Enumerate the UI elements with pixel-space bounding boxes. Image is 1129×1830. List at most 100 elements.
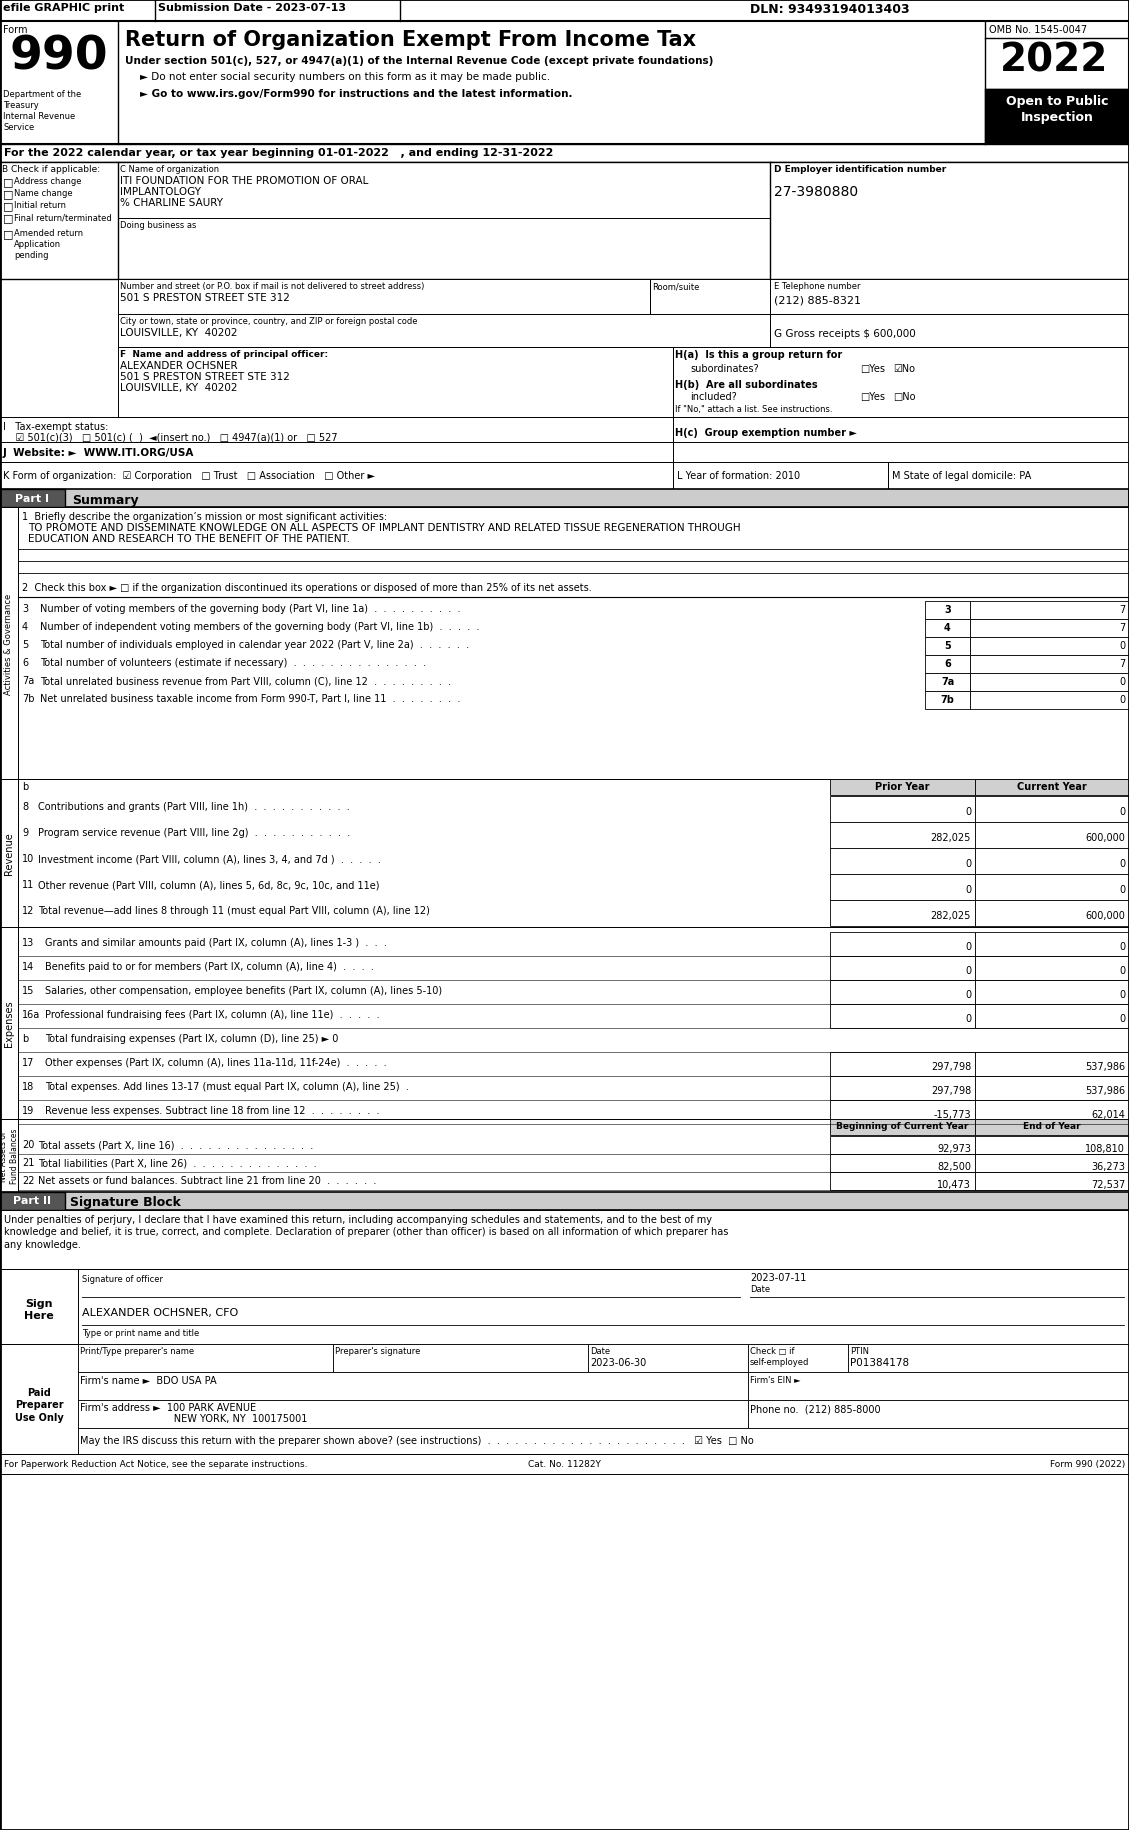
Text: □: □: [3, 188, 14, 199]
Text: Submission Date - 2023-07-13: Submission Date - 2023-07-13: [158, 4, 345, 13]
Text: 0: 0: [1119, 966, 1124, 975]
Text: 62,014: 62,014: [1091, 1109, 1124, 1120]
Text: Net Assets or
Fund Balances: Net Assets or Fund Balances: [0, 1127, 19, 1184]
Text: Preparer's signature: Preparer's signature: [335, 1347, 420, 1356]
Text: NEW YORK, NY  100175001: NEW YORK, NY 100175001: [80, 1413, 307, 1424]
Text: ► Do not enter social security numbers on this form as it may be made public.: ► Do not enter social security numbers o…: [140, 71, 550, 82]
Text: b: b: [21, 781, 28, 792]
Text: Total assets (Part X, line 16)  .  .  .  .  .  .  .  .  .  .  .  .  .  .  .: Total assets (Part X, line 16) . . . . .…: [38, 1140, 313, 1149]
Bar: [18, 928, 1129, 1120]
Text: Type or print name and title: Type or print name and title: [82, 1329, 199, 1338]
Text: Total revenue—add lines 8 through 11 (must equal Part VIII, column (A), line 12): Total revenue—add lines 8 through 11 (mu…: [38, 906, 430, 915]
Text: Address change: Address change: [14, 178, 81, 187]
Text: I   Tax-exempt status:: I Tax-exempt status:: [3, 421, 108, 432]
Bar: [18, 507, 1129, 780]
Text: 15: 15: [21, 986, 34, 996]
Text: 72,537: 72,537: [1091, 1179, 1124, 1190]
Text: ALEXANDER OCHSNER: ALEXANDER OCHSNER: [120, 361, 237, 371]
Text: 36,273: 36,273: [1091, 1162, 1124, 1171]
Text: 297,798: 297,798: [930, 1061, 971, 1071]
Text: Prior Year: Prior Year: [875, 781, 930, 792]
Text: Total liabilities (Part X, line 26)  .  .  .  .  .  .  .  .  .  .  .  .  .  .: Total liabilities (Part X, line 26) . . …: [38, 1157, 316, 1168]
Bar: [770, 280, 1129, 315]
Bar: [830, 1136, 975, 1155]
Text: 0: 0: [965, 807, 971, 816]
Text: 501 S PRESTON STREET STE 312: 501 S PRESTON STREET STE 312: [120, 293, 290, 302]
Text: Number of voting members of the governing body (Part VI, line 1a)  .  .  .  .  .: Number of voting members of the governin…: [40, 604, 461, 613]
Text: Final return/terminated: Final return/terminated: [14, 212, 112, 221]
Bar: [925, 602, 970, 620]
Text: ALEXANDER OCHSNER, CFO: ALEXANDER OCHSNER, CFO: [82, 1307, 238, 1318]
Text: H(a)  Is this a group return for: H(a) Is this a group return for: [675, 350, 842, 361]
Bar: [0, 163, 1129, 280]
Text: Other revenue (Part VIII, column (A), lines 5, 6d, 8c, 9c, 10c, and 11e): Other revenue (Part VIII, column (A), li…: [38, 880, 379, 889]
Bar: [830, 1005, 975, 1028]
Text: 501 S PRESTON STREET STE 312: 501 S PRESTON STREET STE 312: [120, 371, 290, 382]
Text: 7: 7: [1119, 622, 1124, 633]
Bar: [975, 1052, 1129, 1076]
Text: 2022: 2022: [1000, 40, 1109, 79]
Bar: [673, 463, 889, 490]
Text: ☑No: ☑No: [893, 364, 914, 373]
Bar: [0, 928, 18, 1120]
Bar: [975, 1100, 1129, 1124]
Text: Number and street (or P.O. box if mail is not delivered to street address): Number and street (or P.O. box if mail i…: [120, 282, 425, 291]
Bar: [830, 780, 975, 796]
Bar: [830, 1173, 975, 1190]
Text: Net assets or fund balances. Subtract line 21 from line 20  .  .  .  .  .  .: Net assets or fund balances. Subtract li…: [38, 1175, 376, 1186]
Text: F  Name and address of principal officer:: F Name and address of principal officer:: [120, 350, 329, 359]
Text: H(b)  Are all subordinates: H(b) Are all subordinates: [675, 381, 817, 390]
Bar: [588, 1345, 749, 1372]
Bar: [970, 692, 1129, 710]
Text: 0: 0: [965, 941, 971, 952]
Text: 5: 5: [944, 640, 951, 651]
Text: City or town, state or province, country, and ZIP or foreign postal code: City or town, state or province, country…: [120, 317, 418, 326]
Text: LOUISVILLE, KY  40202: LOUISVILLE, KY 40202: [120, 382, 237, 393]
Bar: [975, 1005, 1129, 1028]
Bar: [650, 280, 770, 315]
Text: C Name of organization: C Name of organization: [120, 165, 219, 174]
Text: 19: 19: [21, 1105, 34, 1116]
Bar: [925, 637, 970, 655]
Text: (212) 885-8321: (212) 885-8321: [774, 295, 861, 306]
Text: 7a: 7a: [940, 677, 954, 686]
Text: Firm's name ►  BDO USA PA: Firm's name ► BDO USA PA: [80, 1376, 217, 1385]
Text: E Telephone number: E Telephone number: [774, 282, 860, 291]
Bar: [673, 348, 1129, 417]
Text: 14: 14: [21, 961, 34, 972]
Text: Expenses: Expenses: [5, 1001, 14, 1047]
Bar: [78, 1345, 1129, 1455]
Bar: [975, 822, 1129, 849]
Bar: [0, 417, 673, 443]
Text: Revenue less expenses. Subtract line 18 from line 12  .  .  .  .  .  .  .  .: Revenue less expenses. Subtract line 18 …: [45, 1105, 379, 1116]
Text: Phone no.  (212) 885-8000: Phone no. (212) 885-8000: [750, 1404, 881, 1413]
Text: 21: 21: [21, 1157, 34, 1168]
Text: OMB No. 1545-0047: OMB No. 1545-0047: [989, 26, 1087, 35]
Bar: [925, 655, 970, 673]
Text: L Year of formation: 2010: L Year of formation: 2010: [677, 470, 800, 481]
Text: 0: 0: [1119, 695, 1124, 705]
Text: D Employer identification number: D Employer identification number: [774, 165, 946, 174]
Bar: [0, 0, 1129, 22]
Text: 13: 13: [21, 937, 34, 948]
Text: 16a: 16a: [21, 1010, 41, 1019]
Text: Activities & Governance: Activities & Governance: [5, 593, 14, 694]
Text: □Yes: □Yes: [860, 392, 885, 403]
Text: 0: 0: [1119, 858, 1124, 869]
Text: Benefits paid to or for members (Part IX, column (A), line 4)  .  .  .  .: Benefits paid to or for members (Part IX…: [45, 961, 374, 972]
Text: 0: 0: [1119, 990, 1124, 999]
Bar: [925, 620, 970, 637]
Text: Professional fundraising fees (Part IX, column (A), line 11e)  .  .  .  .  .: Professional fundraising fees (Part IX, …: [45, 1010, 379, 1019]
Bar: [18, 1120, 1129, 1193]
Text: End of Year: End of Year: [1023, 1122, 1080, 1131]
Text: 22: 22: [21, 1175, 35, 1186]
Bar: [830, 796, 975, 822]
Bar: [830, 933, 975, 957]
Bar: [975, 849, 1129, 875]
Text: 3: 3: [21, 604, 28, 613]
Bar: [0, 490, 65, 507]
Text: Initial return: Initial return: [14, 201, 65, 210]
Text: Cat. No. 11282Y: Cat. No. 11282Y: [528, 1459, 601, 1468]
Text: Grants and similar amounts paid (Part IX, column (A), lines 1-3 )  .  .  .: Grants and similar amounts paid (Part IX…: [45, 937, 387, 948]
Bar: [0, 145, 1129, 163]
